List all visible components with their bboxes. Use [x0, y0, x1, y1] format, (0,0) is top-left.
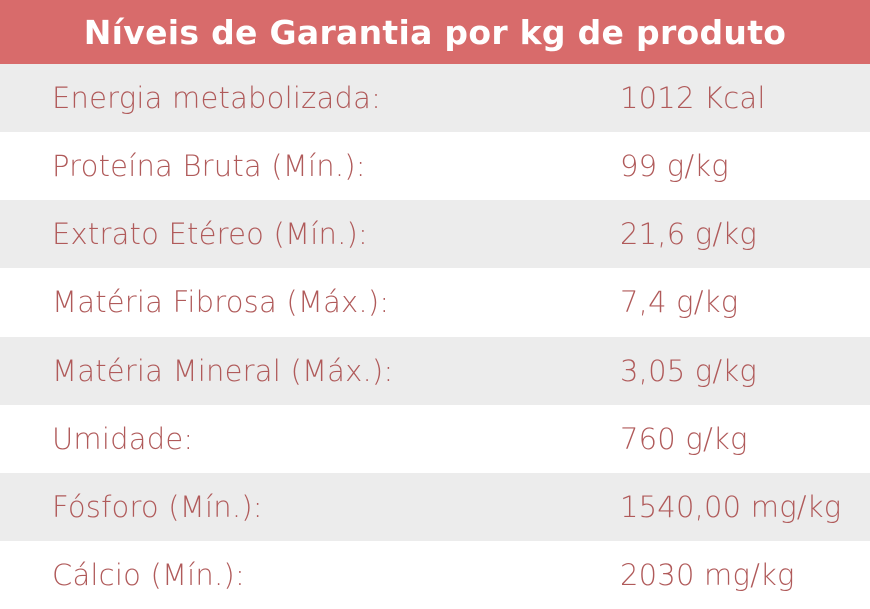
table-row: Matéria Mineral (Máx.): 3,05 g/kg	[0, 336, 870, 405]
row-value-fosforo: 1540,00 mg/kg	[620, 489, 842, 524]
row-label-proteina: Proteína Bruta (Mín.):	[52, 149, 366, 184]
table-row: Matéria Fibrosa (Máx.): 7,4 g/kg	[0, 268, 870, 337]
table-row: Energia metabolizada: 1012 Kcal	[0, 64, 870, 133]
table-row: Cálcio (Mín.): 2030 mg/kg	[0, 540, 870, 609]
table-title: Níveis de Garantia por kg de produto	[83, 12, 787, 52]
row-value-calcio: 2030 mg/kg	[620, 557, 795, 592]
row-label-energia: Energia metabolizada:	[52, 81, 382, 116]
row-value-fibrosa: 7,4 g/kg	[620, 285, 739, 320]
table-row: Extrato Etéreo (Mín.): 21,6 g/kg	[0, 200, 870, 269]
table-row: Proteína Bruta (Mín.): 99 g/kg	[0, 132, 870, 201]
row-label-fibrosa: Matéria Fibrosa (Máx.):	[52, 285, 390, 320]
table-header: Níveis de Garantia por kg de produto	[0, 0, 870, 64]
row-label-umidade: Umidade:	[52, 421, 194, 456]
table-body: Energia metabolizada: 1012 Kcal Proteína…	[0, 64, 870, 609]
row-value-energia: 1012 Kcal	[620, 81, 766, 116]
table-row: Umidade: 760 g/kg	[0, 404, 870, 473]
row-label-fosforo: Fósforo (Mín.):	[52, 489, 263, 524]
row-value-extrato: 21,6 g/kg	[620, 217, 757, 252]
row-label-mineral: Matéria Mineral (Máx.):	[52, 353, 394, 388]
row-value-proteina: 99 g/kg	[620, 149, 729, 184]
row-value-mineral: 3,05 g/kg	[620, 353, 757, 388]
table-row: Fósforo (Mín.): 1540,00 mg/kg	[0, 472, 870, 541]
row-label-extrato: Extrato Etéreo (Mín.):	[52, 217, 368, 252]
row-value-umidade: 760 g/kg	[620, 421, 748, 456]
row-label-calcio: Cálcio (Mín.):	[52, 557, 245, 592]
